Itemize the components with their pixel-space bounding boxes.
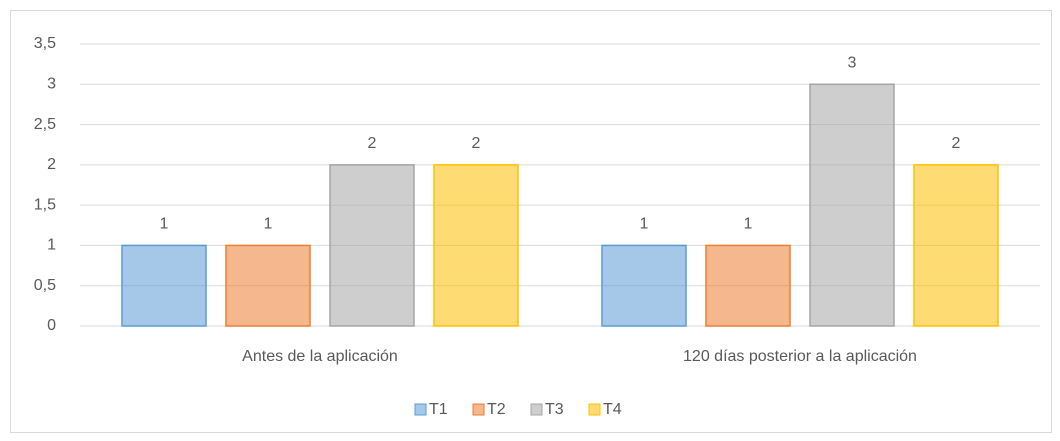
y-tick-label: 0,5 [34,277,56,294]
legend-swatch [472,403,485,416]
data-label: 3 [848,55,857,72]
y-tick-label: 0 [47,317,56,334]
legend-label: T2 [487,401,506,418]
bar [913,164,999,327]
bar [433,164,519,327]
bar [329,164,415,327]
legend-label: T1 [429,401,448,418]
x-tick-label: 120 días posterior a la aplicación [683,348,917,365]
data-label: 2 [472,135,481,152]
y-tick-label: 3,5 [34,35,56,52]
legend-label: T3 [545,401,564,418]
legend-label: T4 [603,401,622,418]
legend-swatch [588,403,601,416]
bar [601,244,687,327]
data-label: 1 [640,216,649,233]
bar [225,244,311,327]
data-label: 1 [160,216,169,233]
bar [705,244,791,327]
y-tick-label: 1 [47,237,56,254]
x-tick-label: Antes de la aplicación [242,348,398,365]
data-label: 1 [264,216,273,233]
y-tick-label: 2 [47,156,56,173]
legend-swatch [414,403,427,416]
legend-swatch [530,403,543,416]
bar [809,83,895,327]
y-tick-label: 2,5 [34,116,56,133]
bar [121,244,207,327]
data-label: 2 [368,135,377,152]
y-tick-label: 1,5 [34,196,56,213]
y-tick-label: 3 [47,76,56,93]
data-label: 2 [952,135,961,152]
data-label: 1 [744,216,753,233]
